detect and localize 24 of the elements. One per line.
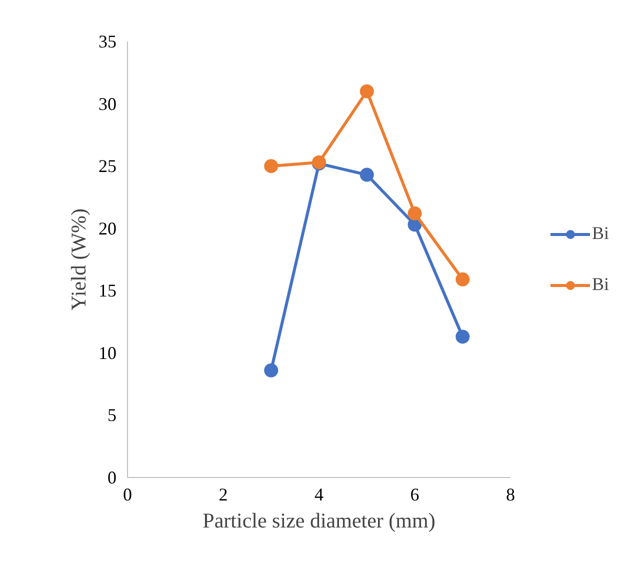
x-tick-label: 4	[314, 484, 324, 504]
y-tick-label: 35	[98, 32, 116, 52]
y-tick-label: 0	[108, 468, 116, 488]
legend-label: Bi	[592, 223, 610, 244]
point	[264, 363, 278, 378]
y-tick-label: 30	[98, 94, 116, 114]
point	[360, 168, 374, 182]
point	[456, 330, 470, 344]
x-tick-label: 6	[410, 484, 420, 504]
x-tick-label: 2	[218, 484, 228, 504]
y-tick-label: 15	[98, 280, 116, 301]
point	[264, 159, 278, 174]
y-tick-label: 25	[98, 156, 116, 176]
point	[408, 206, 422, 220]
y-axis-title: Yield (W%)	[66, 208, 90, 311]
y-tick-label: 5	[108, 405, 116, 426]
legend-label: Bi	[592, 274, 610, 295]
y-tick-label: 20	[98, 218, 116, 238]
point	[456, 272, 470, 286]
x-tick-label: 8	[506, 484, 515, 504]
point	[360, 84, 374, 98]
x-tick-label: 0	[123, 484, 132, 504]
y-tick-label: 10	[98, 342, 116, 363]
x-axis-title: Particle size diameter (mm)	[202, 508, 436, 532]
